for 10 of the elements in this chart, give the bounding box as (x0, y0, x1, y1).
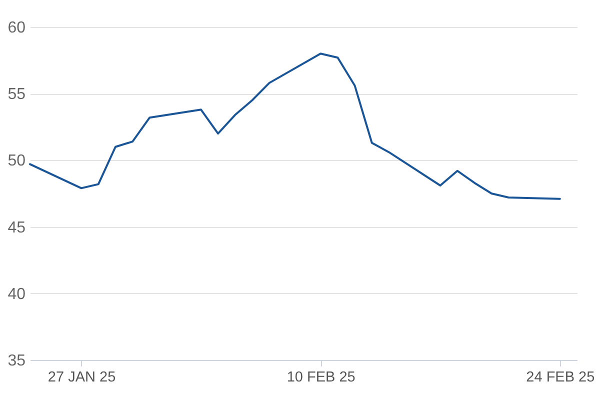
y-tick-label: 35 (8, 352, 26, 370)
y-tick-label: 50 (8, 152, 26, 170)
y-tick-label: 60 (8, 20, 26, 36)
x-tick-label: 24 FEB 25 (526, 370, 595, 386)
x-tick-label: 10 FEB 25 (286, 370, 356, 386)
y-tick-label: 45 (8, 219, 26, 236)
x-tick-label: 27 JAN 25 (48, 370, 116, 386)
y-tick-label: 55 (8, 86, 26, 104)
line-series (29, 52, 561, 200)
y-tick-label: 40 (8, 286, 26, 303)
